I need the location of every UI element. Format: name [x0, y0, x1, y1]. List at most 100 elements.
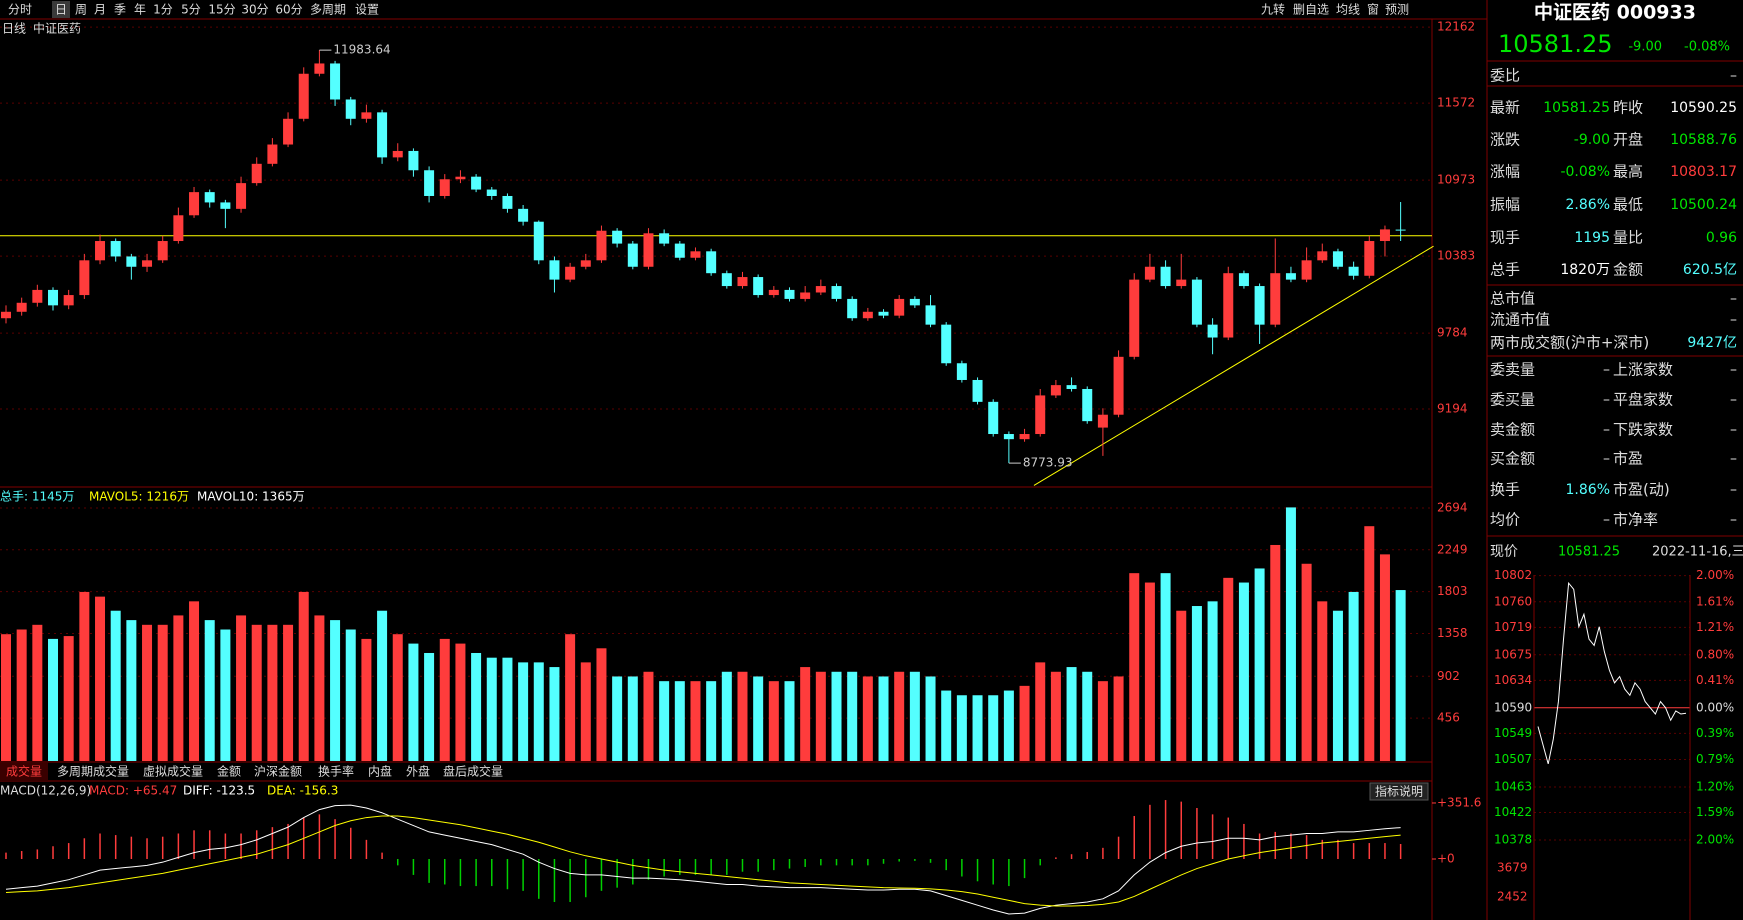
pct-label: 0.79%	[1696, 752, 1734, 766]
y-tick-label: 10675	[1494, 647, 1532, 661]
volume-bar	[392, 634, 403, 761]
candle-body	[768, 289, 779, 296]
candle-body	[267, 144, 278, 164]
stat-label: 卖金额	[1490, 421, 1535, 439]
y-tick-label: 1803	[1437, 584, 1468, 598]
candle-body	[126, 256, 137, 267]
candle-body	[95, 241, 106, 261]
y-tick-label: 2694	[1437, 500, 1468, 514]
stat-label: 最低	[1613, 196, 1643, 214]
pct-label: 0.80%	[1696, 647, 1734, 661]
volume-legend: MAVOL10: 1365万	[197, 490, 305, 504]
volume-bar	[894, 671, 905, 761]
stat-label: 现手	[1490, 229, 1520, 247]
toolbar-item[interactable]: 均线	[1336, 3, 1360, 17]
candle-body	[330, 63, 341, 100]
volume-bar	[251, 624, 262, 761]
y-tick-label: 10383	[1437, 249, 1475, 263]
volume-bar	[361, 638, 372, 761]
toolbar-item[interactable]: 季	[114, 3, 126, 17]
toolbar-item[interactable]: 删自选	[1293, 3, 1329, 17]
volume-bar	[142, 624, 153, 761]
candle-body	[925, 305, 936, 325]
button-label[interactable]: 指标说明	[1375, 784, 1423, 799]
volume-tab[interactable]: 外盘	[406, 764, 430, 779]
candle-body	[1160, 266, 1171, 287]
pct-label: 2.00%	[1696, 833, 1734, 847]
candle-body	[580, 260, 591, 267]
volume-bar	[267, 624, 278, 761]
volume-tab[interactable]: 成交量	[6, 764, 42, 779]
candle-body	[486, 189, 497, 196]
candle-body	[831, 286, 842, 299]
high-label: 11983.64	[333, 43, 390, 57]
chart-label: 日线	[2, 22, 26, 36]
macd-line	[5, 804, 1401, 915]
y-tick-label: 10719	[1494, 620, 1532, 634]
volume-bar	[549, 667, 560, 761]
candle-body	[345, 99, 356, 119]
toolbar-item[interactable]: 30分	[241, 3, 268, 17]
volume-bar	[330, 620, 341, 761]
toolbar-item[interactable]: 分时	[8, 3, 32, 17]
stat-label: 均价	[1490, 511, 1520, 529]
candle-body	[941, 324, 952, 364]
candle-body	[1144, 266, 1155, 280]
volume-bar	[1348, 591, 1359, 761]
candle-body	[643, 233, 654, 267]
toolbar-item[interactable]: 设置	[355, 3, 379, 17]
toolbar-item[interactable]: 5分	[181, 3, 201, 17]
toolbar-item[interactable]: 1分	[153, 3, 173, 17]
volume-bar	[1254, 568, 1265, 761]
volume-tab[interactable]: 内盘	[368, 764, 392, 779]
y-tick-label: 10422	[1494, 805, 1532, 819]
volume-bar	[1238, 582, 1249, 761]
toolbar-item[interactable]: 预测	[1385, 3, 1409, 17]
candle-body	[392, 150, 403, 158]
intraday-line	[1537, 581, 1687, 765]
stat-value: 2.86%	[1566, 197, 1610, 213]
stat-value: -9.00	[1574, 132, 1610, 148]
stat-label: 开盘	[1613, 131, 1643, 149]
macd-legend: DIFF: -123.5	[183, 784, 255, 798]
volume-bar	[721, 671, 732, 761]
volume-tab[interactable]: 盘后成交量	[443, 764, 503, 779]
volume-bar	[424, 652, 435, 761]
toolbar-item[interactable]: 日	[55, 3, 67, 17]
macd-legend: DEA: -156.3	[267, 784, 338, 798]
button[interactable]	[1369, 782, 1429, 801]
volume-tab[interactable]: 换手率	[318, 764, 354, 779]
toolbar-item[interactable]: 周	[75, 3, 87, 17]
toolbar-item[interactable]: 窗	[1367, 3, 1379, 17]
volume-tab[interactable]: 沪深金额	[254, 764, 302, 779]
volume-tab[interactable]: 金额	[217, 764, 241, 779]
candle-body	[737, 277, 748, 287]
toolbar-item[interactable]: 15分	[208, 3, 235, 17]
candle-body	[1395, 229, 1406, 231]
stat-value: –	[1603, 422, 1610, 438]
toolbar-item[interactable]: 年	[134, 3, 146, 17]
candle-body	[16, 302, 27, 312]
candle-body	[471, 176, 482, 190]
toolbar-item[interactable]: 60分	[275, 3, 302, 17]
volume-bar	[1097, 681, 1108, 761]
volume-tab[interactable]: 虚拟成交量	[143, 764, 203, 779]
toolbar-item[interactable]: 九转	[1261, 2, 1285, 17]
stat-value: –	[1603, 392, 1610, 408]
pct-label: 1.21%	[1696, 620, 1734, 634]
stat-label: 总手	[1490, 261, 1520, 279]
pct-label: 0.00%	[1696, 700, 1734, 714]
volume-bar	[674, 681, 685, 761]
stat-value: 9427亿	[1687, 335, 1737, 351]
stat-label: 最新	[1490, 99, 1520, 117]
candle-body	[784, 289, 795, 299]
stat-value: 10590.25	[1670, 100, 1737, 116]
volume-bar	[612, 676, 623, 761]
y-tick-label: 10549	[1494, 726, 1532, 740]
candle-body	[518, 208, 529, 222]
tab-active	[0, 763, 48, 781]
volume-tab[interactable]: 多周期成交量	[57, 764, 129, 779]
toolbar-item[interactable]: 多周期	[310, 3, 346, 17]
volume-bar	[1035, 662, 1046, 761]
toolbar-item[interactable]: 月	[94, 3, 106, 17]
